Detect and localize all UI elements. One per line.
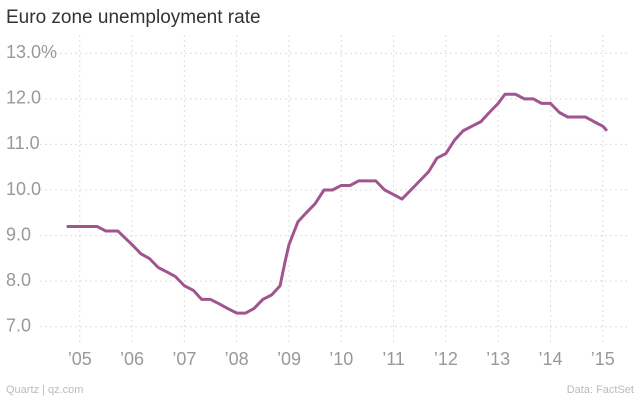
y-tick-label: 10.0 bbox=[6, 179, 41, 199]
x-tick-label: ’07 bbox=[172, 349, 196, 369]
x-tick-label: ’08 bbox=[225, 349, 249, 369]
y-tick-label: 13.0% bbox=[6, 42, 57, 62]
y-tick-label: 11.0 bbox=[6, 133, 40, 153]
data-line bbox=[66, 92, 609, 315]
x-tick-label: ’14 bbox=[538, 349, 562, 369]
chart-title: Euro zone unemployment rate bbox=[6, 7, 261, 28]
x-tick-label: ’05 bbox=[68, 349, 92, 369]
x-tick-label: ’13 bbox=[486, 349, 510, 369]
x-tick-label: ’15 bbox=[591, 349, 615, 369]
credit: Quartz | qz.com bbox=[6, 384, 83, 396]
y-tick-label: 9.0 bbox=[6, 224, 31, 244]
x-tick-label: ’09 bbox=[277, 349, 301, 369]
y-tick-label: 12.0 bbox=[6, 88, 41, 108]
x-tick-label: ’11 bbox=[382, 349, 405, 369]
x-tick-label: ’06 bbox=[120, 349, 144, 369]
source: Data: FactSet bbox=[567, 384, 634, 396]
x-tick-label: ’10 bbox=[329, 349, 353, 369]
x-tick-label: ’12 bbox=[434, 349, 458, 369]
y-tick-label: 7.0 bbox=[6, 316, 31, 336]
y-tick-label: 8.0 bbox=[6, 270, 31, 290]
